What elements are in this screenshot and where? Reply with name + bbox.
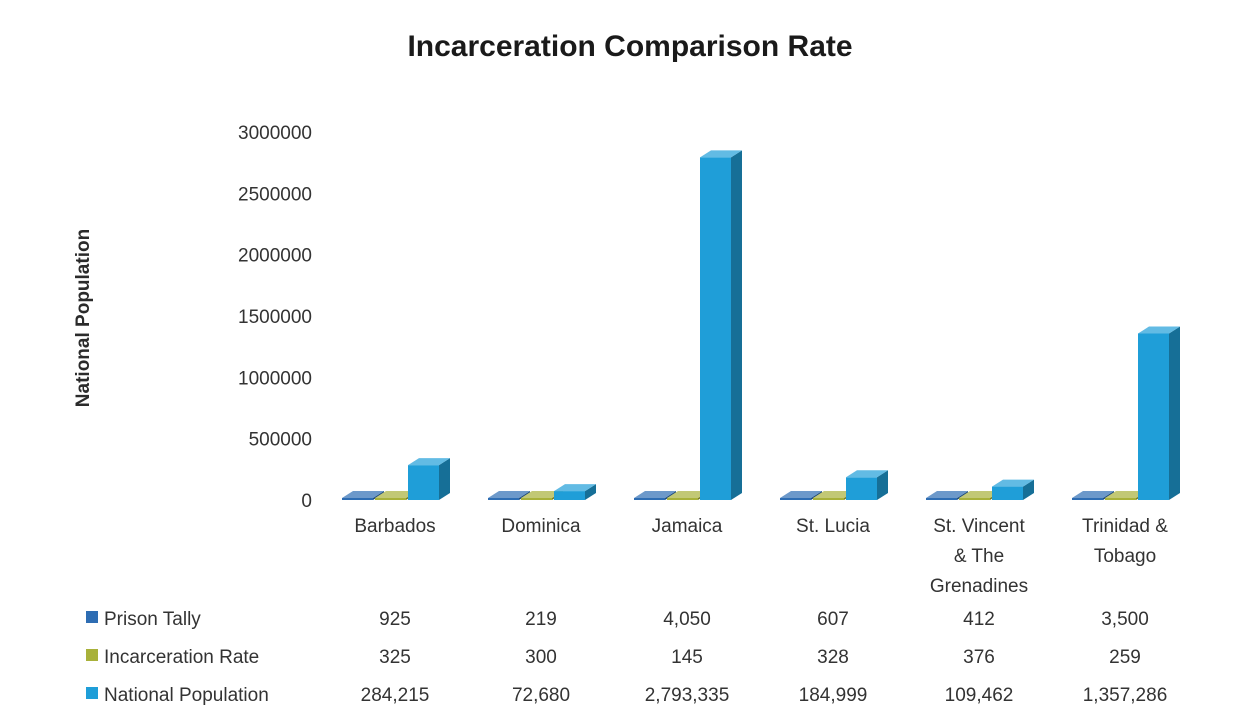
bar-top — [780, 491, 822, 498]
bar-top — [846, 470, 888, 478]
data-table-value: 284,215 — [361, 685, 430, 706]
bar — [1072, 498, 1103, 500]
bar — [926, 498, 957, 500]
bar — [554, 491, 585, 500]
x-tick-label: St. Vincent & The Grenadines — [930, 516, 1028, 597]
bar-top — [700, 150, 742, 158]
bar — [667, 498, 698, 500]
bar-top — [375, 491, 417, 498]
bar-side — [1023, 479, 1034, 500]
bar-top — [342, 491, 384, 498]
bar — [780, 498, 811, 500]
bar-side — [1169, 326, 1180, 500]
data-table-value: 925 — [379, 609, 411, 630]
bar — [813, 498, 844, 500]
data-table-value: 72,680 — [512, 685, 570, 706]
x-tick-label: Trinidad & Tobago — [1082, 516, 1168, 567]
y-tick-label: 3000000 — [238, 123, 312, 144]
x-tick-label: Jamaica — [652, 516, 723, 537]
bar-top — [926, 491, 968, 498]
data-table-value: 325 — [379, 647, 411, 668]
data-table-value: 184,999 — [799, 685, 868, 706]
bar-top — [1105, 491, 1147, 498]
data-table-value: 3,500 — [1101, 609, 1149, 630]
bar-top — [634, 491, 676, 498]
bar — [959, 498, 990, 500]
data-table-value: 219 — [525, 609, 557, 630]
data-table-value: 259 — [1109, 647, 1141, 668]
bar — [1105, 498, 1136, 500]
bar-side — [877, 470, 888, 500]
bar-side — [731, 150, 742, 501]
legend-swatch — [86, 649, 98, 661]
bar-top — [1072, 491, 1114, 498]
data-table-value: 412 — [963, 609, 995, 630]
bar — [375, 498, 406, 500]
data-table-value: 4,050 — [663, 609, 711, 630]
bar — [408, 465, 439, 500]
bar-top — [521, 491, 563, 498]
legend-label: National Population — [104, 685, 269, 706]
data-table-value: 607 — [817, 609, 849, 630]
bar-side — [439, 458, 450, 500]
y-tick-label: 0 — [301, 491, 312, 512]
legend-label: Incarceration Rate — [104, 647, 259, 668]
bar-top — [813, 491, 855, 498]
x-tick-label: Dominica — [501, 516, 581, 537]
bar — [846, 477, 877, 500]
data-table-value: 376 — [963, 647, 995, 668]
chart-title: Incarceration Comparison Rate — [407, 30, 853, 63]
bar-top — [959, 491, 1001, 498]
bar — [700, 157, 731, 501]
bar — [342, 498, 373, 500]
y-tick-label: 2000000 — [238, 246, 312, 267]
bar — [1138, 333, 1169, 500]
legend-swatch — [86, 687, 98, 699]
data-table-value: 2,793,335 — [645, 685, 730, 706]
bar-top — [554, 484, 596, 492]
y-tick-label: 500000 — [249, 430, 312, 451]
bar-top — [992, 479, 1034, 487]
data-table-value: 1,357,286 — [1083, 685, 1168, 706]
bar-top — [408, 458, 450, 466]
bar-top — [488, 491, 530, 498]
data-table-value: 145 — [671, 647, 703, 668]
bar-top — [667, 491, 709, 498]
data-table-value: 109,462 — [945, 685, 1014, 706]
x-tick-label: St. Lucia — [796, 516, 870, 537]
bar-top — [1138, 326, 1180, 334]
y-tick-label: 2500000 — [238, 184, 312, 205]
bar — [488, 498, 519, 500]
bar — [992, 486, 1023, 500]
data-table-value: 300 — [525, 647, 557, 668]
x-tick-label: Barbados — [354, 516, 435, 537]
y-tick-label: 1000000 — [238, 368, 312, 389]
y-tick-label: 1500000 — [238, 307, 312, 328]
data-table-value: 328 — [817, 647, 849, 668]
bar — [634, 498, 665, 500]
bar — [521, 498, 552, 500]
bar-side — [585, 484, 596, 500]
legend-label: Prison Tally — [104, 609, 201, 630]
legend-swatch — [86, 611, 98, 623]
